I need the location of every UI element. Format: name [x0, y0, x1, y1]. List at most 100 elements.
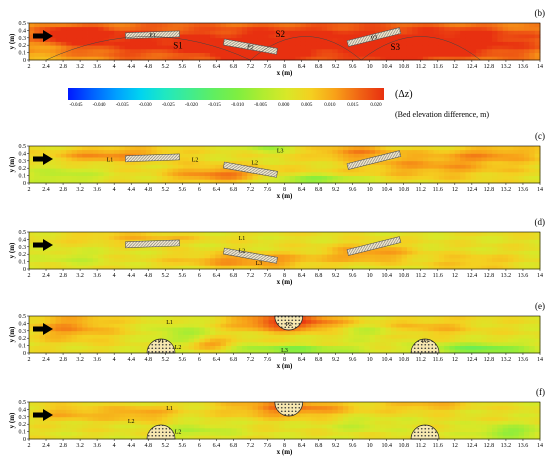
heatmap-cell	[220, 30, 227, 35]
heatmap-cell	[518, 52, 525, 57]
heatmap-cell	[444, 265, 450, 270]
heatmap-cell	[172, 168, 179, 173]
heatmap-cell	[39, 232, 46, 237]
heatmap-cell	[332, 153, 339, 158]
heatmap-cell	[39, 261, 46, 266]
heatmap-cell	[188, 435, 195, 440]
heatmap-cell	[428, 48, 434, 53]
heatmap-cell	[236, 146, 243, 151]
heatmap-cell	[241, 26, 248, 31]
heatmap-cell	[140, 413, 147, 418]
heatmap-cell	[508, 171, 514, 176]
heatmap-cell	[518, 168, 525, 173]
heatmap-cell	[92, 56, 99, 61]
heatmap-cell	[502, 160, 509, 165]
heatmap-cell	[337, 413, 344, 418]
heatmap-cell	[438, 341, 445, 346]
heatmap-cell	[44, 146, 51, 151]
heatmap-cell	[178, 52, 184, 57]
heatmap-cell	[124, 409, 131, 414]
heatmap-cell	[92, 149, 99, 154]
heatmap-cell	[82, 316, 88, 321]
heatmap-cell	[524, 316, 530, 321]
heatmap-cell	[369, 265, 376, 270]
heatmap-cell	[364, 153, 371, 158]
heatmap-cell	[231, 48, 237, 53]
heatmap-cell	[390, 168, 397, 173]
heatmap-cell	[135, 261, 142, 266]
heatmap-cell	[422, 420, 429, 425]
heatmap-cell	[146, 261, 152, 266]
heatmap-cell	[167, 235, 174, 240]
heatmap-cell	[87, 409, 94, 414]
heatmap-cell	[529, 179, 536, 184]
heatmap-cell	[353, 316, 360, 321]
heatmap-cell	[39, 334, 46, 339]
heatmap-cell	[497, 179, 504, 184]
heatmap-cell	[486, 341, 493, 346]
heatmap-cell	[486, 338, 493, 343]
heatmap-cell	[406, 30, 413, 35]
heatmap-cell	[343, 164, 349, 169]
heatmap-cell	[508, 30, 514, 35]
heatmap-cell	[353, 338, 360, 343]
heatmap-cell	[508, 160, 514, 165]
heatmap-cell	[82, 323, 88, 328]
heatmap-cell	[82, 153, 88, 158]
heatmap-cell	[55, 330, 62, 335]
heatmap-cell	[353, 26, 360, 31]
heatmap-cell	[241, 405, 248, 410]
heatmap-cell	[209, 146, 216, 151]
heatmap-cell	[34, 427, 41, 432]
heatmap-cell	[135, 235, 142, 240]
heatmap-cell	[247, 243, 253, 248]
heatmap-cell	[199, 427, 206, 432]
heatmap-cell	[401, 405, 408, 410]
heatmap-cell	[66, 420, 72, 425]
heatmap-cell	[534, 149, 541, 154]
heatmap-cell	[178, 175, 184, 180]
heatmap-cell	[50, 246, 57, 251]
heatmap-cell	[263, 56, 269, 61]
heatmap-cell	[316, 246, 323, 251]
heatmap-cell	[289, 146, 296, 151]
heatmap-cell	[534, 48, 541, 53]
heatmap-cell	[470, 56, 477, 61]
heatmap-cell	[380, 23, 387, 28]
heatmap-cell	[337, 334, 344, 339]
heatmap-cell	[225, 239, 232, 244]
heatmap-cell	[428, 250, 434, 255]
heatmap-cell	[60, 319, 67, 324]
heatmap-cell	[103, 330, 110, 335]
heatmap-cell	[199, 232, 206, 237]
heatmap-cell	[524, 341, 530, 346]
heatmap-cell	[321, 146, 328, 151]
heatmap-cell	[433, 338, 440, 343]
heatmap-cell	[279, 261, 285, 266]
heatmap-cell	[422, 405, 429, 410]
heatmap-cell	[29, 232, 35, 237]
heatmap-cell	[231, 23, 237, 28]
heatmap-cell	[55, 420, 62, 425]
heatmap-cell	[225, 243, 232, 248]
heatmap-cell	[289, 171, 296, 176]
heatmap-cell	[98, 265, 104, 270]
heatmap-cell	[444, 261, 450, 266]
heatmap-cell	[156, 319, 163, 324]
heatmap-cell	[502, 254, 509, 259]
heatmap-cell	[167, 56, 174, 61]
heatmap-cell	[502, 45, 509, 50]
heatmap-cell	[156, 146, 163, 151]
heatmap-cell	[55, 41, 62, 46]
heatmap-cell	[508, 239, 514, 244]
heatmap-cell	[225, 26, 232, 31]
heatmap-cell	[470, 338, 477, 343]
heatmap-cell	[289, 149, 296, 154]
heatmap-cell	[87, 427, 94, 432]
heatmap-cell	[130, 349, 136, 354]
heatmap-cell	[92, 45, 99, 50]
heatmap-cell	[178, 153, 184, 158]
heatmap-cell	[82, 175, 88, 180]
heatmap-cell	[146, 420, 152, 425]
heatmap-cell	[156, 316, 163, 321]
